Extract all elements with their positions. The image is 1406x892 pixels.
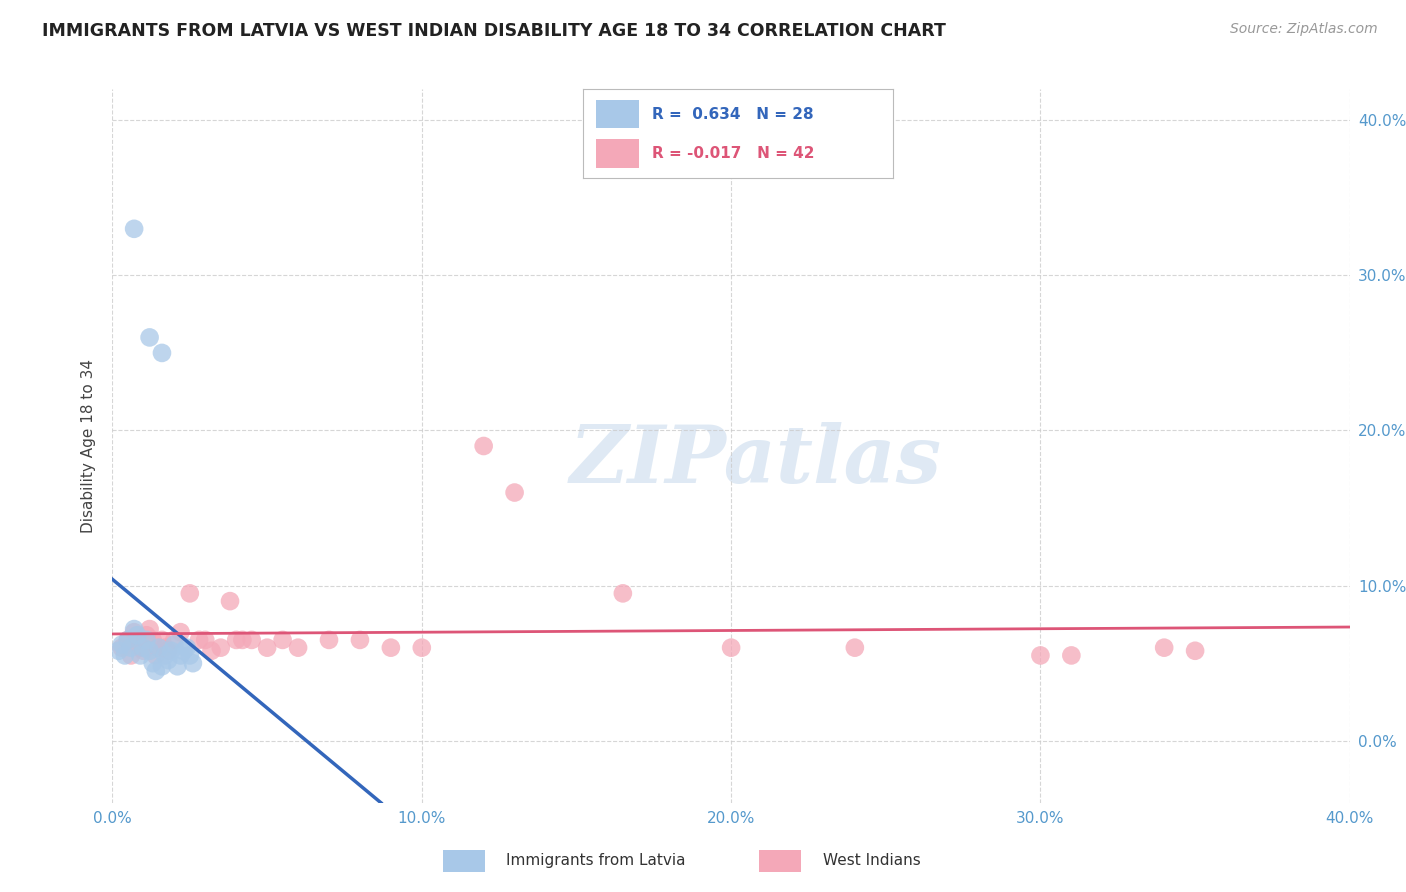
Point bbox=[169, 648, 191, 663]
Point bbox=[163, 638, 186, 652]
Point bbox=[163, 632, 186, 647]
Text: Immigrants from Latvia: Immigrants from Latvia bbox=[506, 854, 686, 868]
Bar bbox=[596, 100, 640, 128]
Point bbox=[129, 648, 152, 663]
Point bbox=[380, 640, 402, 655]
Point bbox=[612, 586, 634, 600]
Text: ZIPatlas: ZIPatlas bbox=[569, 422, 942, 499]
Point bbox=[153, 648, 176, 663]
Point bbox=[200, 644, 222, 658]
Point bbox=[1153, 640, 1175, 655]
Point bbox=[188, 632, 211, 647]
Point bbox=[231, 632, 253, 647]
Point bbox=[150, 632, 173, 647]
Point bbox=[148, 640, 170, 655]
Point bbox=[256, 640, 278, 655]
Point bbox=[127, 628, 149, 642]
Point bbox=[122, 622, 145, 636]
Point bbox=[120, 648, 142, 663]
Point bbox=[1060, 648, 1083, 663]
Point bbox=[142, 656, 165, 670]
Point bbox=[194, 632, 217, 647]
Point bbox=[135, 628, 157, 642]
Point bbox=[117, 632, 139, 647]
Point bbox=[120, 640, 142, 655]
Point bbox=[240, 632, 263, 647]
Text: Source: ZipAtlas.com: Source: ZipAtlas.com bbox=[1230, 22, 1378, 37]
Point bbox=[138, 622, 160, 636]
Text: IMMIGRANTS FROM LATVIA VS WEST INDIAN DISABILITY AGE 18 TO 34 CORRELATION CHART: IMMIGRANTS FROM LATVIA VS WEST INDIAN DI… bbox=[42, 22, 946, 40]
Text: R = -0.017   N = 42: R = -0.017 N = 42 bbox=[651, 146, 814, 161]
Point bbox=[225, 632, 247, 647]
Point bbox=[148, 640, 170, 655]
Point bbox=[153, 640, 176, 655]
Point bbox=[176, 640, 198, 655]
Point bbox=[181, 656, 204, 670]
Point bbox=[157, 644, 180, 658]
Text: R =  0.634   N = 28: R = 0.634 N = 28 bbox=[651, 107, 813, 121]
Point bbox=[122, 625, 145, 640]
Point bbox=[472, 439, 495, 453]
Point bbox=[1029, 648, 1052, 663]
Point bbox=[179, 648, 201, 663]
Point bbox=[114, 648, 136, 663]
Point bbox=[157, 653, 180, 667]
Y-axis label: Disability Age 18 to 34: Disability Age 18 to 34 bbox=[80, 359, 96, 533]
Point bbox=[720, 640, 742, 655]
Point bbox=[117, 632, 139, 647]
Point bbox=[349, 632, 371, 647]
Bar bbox=[759, 849, 801, 872]
Point bbox=[145, 648, 167, 663]
Point bbox=[179, 586, 201, 600]
Point bbox=[132, 644, 155, 658]
Point bbox=[138, 644, 160, 658]
Point bbox=[138, 330, 160, 344]
Text: West Indians: West Indians bbox=[823, 854, 921, 868]
Point bbox=[219, 594, 242, 608]
Point bbox=[111, 640, 134, 655]
Point bbox=[150, 659, 173, 673]
Point bbox=[169, 625, 191, 640]
Point bbox=[318, 632, 340, 647]
Point bbox=[1184, 644, 1206, 658]
Point bbox=[145, 664, 167, 678]
Point bbox=[142, 632, 165, 647]
Point bbox=[129, 640, 152, 655]
Point bbox=[173, 644, 195, 658]
Point bbox=[287, 640, 309, 655]
Point bbox=[160, 644, 183, 658]
Bar bbox=[443, 849, 485, 872]
Point bbox=[135, 632, 157, 647]
Point bbox=[166, 659, 188, 673]
Point bbox=[132, 640, 155, 655]
Point bbox=[411, 640, 433, 655]
Point bbox=[271, 632, 294, 647]
Point bbox=[503, 485, 526, 500]
Bar bbox=[596, 139, 640, 168]
Point bbox=[150, 346, 173, 360]
Point bbox=[111, 638, 134, 652]
Point bbox=[209, 640, 232, 655]
Point bbox=[107, 644, 129, 658]
Point bbox=[127, 632, 149, 647]
Point bbox=[122, 222, 145, 236]
Point bbox=[844, 640, 866, 655]
